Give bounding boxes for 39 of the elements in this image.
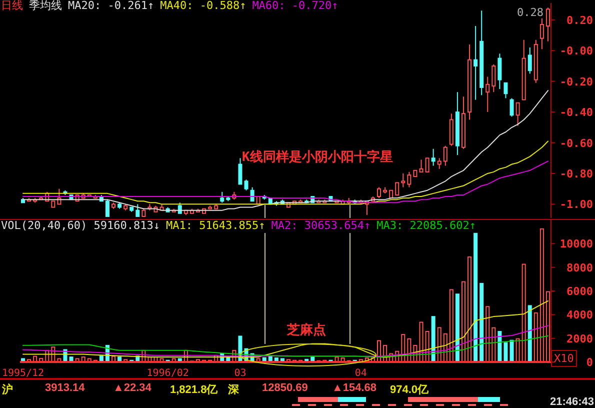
text: X10 (551, 350, 577, 367)
x-tick-label: 1995/12 (2, 368, 44, 380)
text: 3913.14 (45, 382, 85, 394)
y-tick-label: 10000 (560, 238, 593, 251)
chart-title: VOL(20,40,60) 59160.813↓ (1, 219, 160, 232)
y-tick-label: -0.60 (560, 136, 593, 150)
text: MA3: 22085.602↑ (376, 219, 476, 232)
text: MA60: -0.720↑ (252, 0, 338, 12)
text: MA2: 30653.654↑ (271, 219, 371, 232)
text: ▲22.34 (113, 382, 152, 394)
text: 12850.69 (262, 382, 308, 394)
chart-title: 日线 (1, 0, 23, 12)
y-tick-label: 2000 (566, 332, 593, 346)
y-tick-label: 0 (586, 356, 593, 369)
chart-subtitle: 季均线 (29, 0, 62, 12)
text: MA40: -0.588↑ (160, 0, 246, 12)
text: MA1: 51643.855↑ (166, 219, 266, 232)
y-tick-label: 0.20 (566, 14, 593, 27)
y-tick-label: -1.00 (560, 198, 593, 212)
y-tick-label: -0.20 (560, 75, 593, 88)
x-tick-label: 04 (354, 368, 367, 380)
text: 21:46:43 (550, 396, 594, 408)
y-tick-label: -0.00 (560, 44, 593, 58)
text: 沪 (2, 382, 13, 397)
y-tick-label: 8000 (566, 261, 593, 274)
text: 1,821.8亿 (170, 383, 218, 397)
text: 深 (228, 383, 239, 397)
text: 974.0亿 (390, 383, 429, 397)
text: ▲154.68 (332, 382, 377, 394)
y-tick-label: -0.40 (560, 106, 593, 120)
y-tick-label: -0.80 (560, 167, 593, 180)
annotation: 芝麻点 (287, 322, 326, 339)
x-tick-label: 03 (234, 368, 246, 380)
y-tick-label: 6000 (566, 285, 593, 298)
annotation: 0.28 (517, 6, 544, 19)
x-tick-label: 1996/02 (146, 368, 189, 380)
y-tick-label: 4000 (566, 308, 593, 322)
annotation: K线同样是小阴小阳十字星 (242, 148, 393, 166)
text: MA20: -0.261↑ (68, 0, 154, 12)
